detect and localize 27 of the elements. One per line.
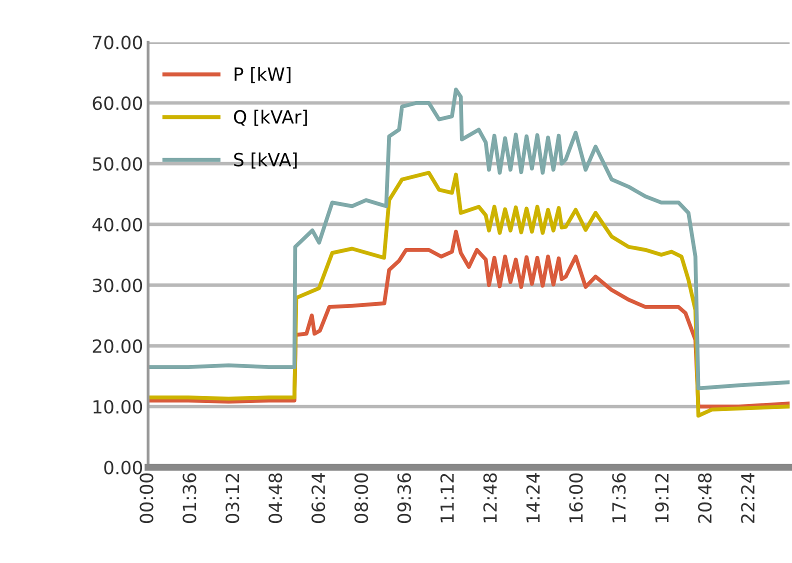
- x-tick-label: 12:48: [483, 473, 497, 522]
- line-series: [148, 88, 790, 390]
- x-tick-label: 06:24: [311, 473, 326, 523]
- x-tick-label: 22:24: [740, 473, 754, 523]
- x-tick-label: 09:36: [397, 473, 412, 523]
- x-tick-label: 04:48: [268, 473, 282, 523]
- y-tick-label: 50.00: [92, 157, 142, 171]
- legend-label: S [kVA]: [234, 152, 297, 169]
- x-tick-label: 20:48: [698, 473, 712, 523]
- x-tick-label: 19:12: [655, 474, 669, 522]
- y-tick-label: 70.00: [93, 36, 142, 50]
- x-tick-label: 01:36: [182, 473, 196, 523]
- y-tick-label: 10.00: [94, 400, 142, 414]
- x-tick-label: 11:12: [440, 474, 454, 522]
- legend-label: P [kW]: [234, 66, 290, 84]
- x-tick-label: 17:36: [612, 473, 626, 522]
- legend-label: Q [kVAr]: [234, 110, 307, 126]
- x-tick-label: 03:12: [226, 474, 240, 523]
- x-tick-label: 16:00: [569, 473, 583, 522]
- y-tick-label: 0.00: [104, 460, 142, 474]
- x-tick-label: 14:24: [526, 473, 540, 522]
- x-tick-label: 08:00: [354, 473, 368, 523]
- y-tick-label: 20.00: [92, 339, 142, 353]
- y-tick-label: 30.00: [92, 278, 142, 292]
- x-tick-label: 00:00: [140, 473, 154, 523]
- y-tick-label: 60.00: [92, 96, 142, 110]
- y-tick-label: 40.00: [92, 218, 142, 232]
